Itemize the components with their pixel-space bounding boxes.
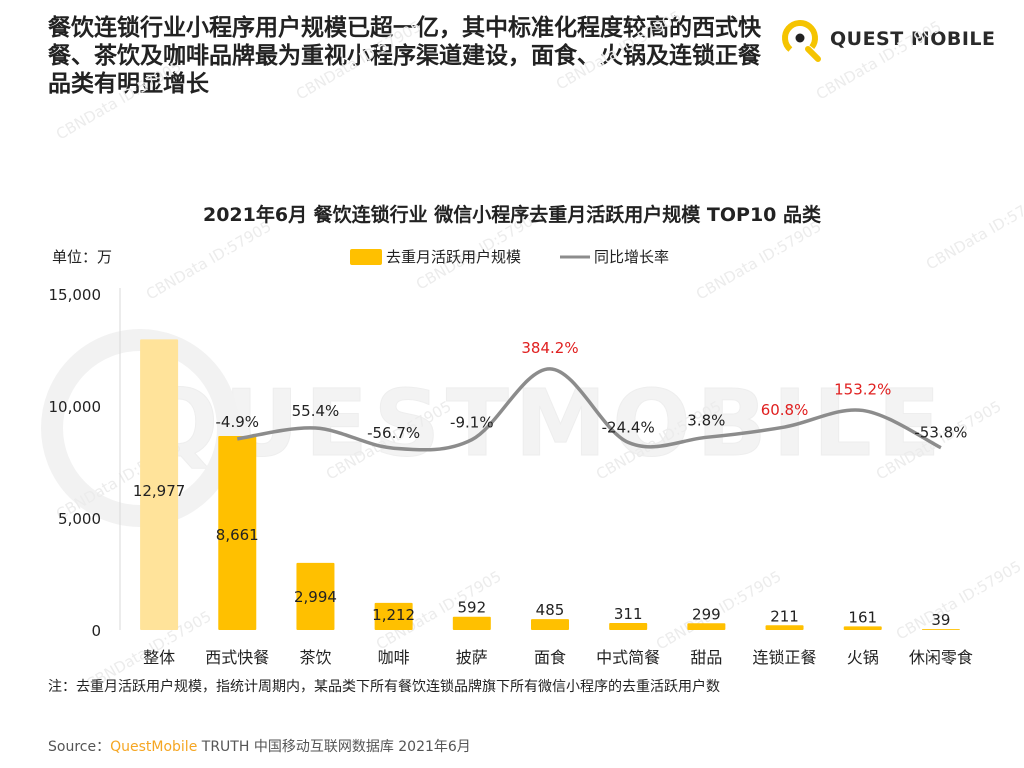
source-brand: QuestMobile	[110, 739, 198, 755]
bar	[765, 625, 804, 630]
growth-rate-label: 384.2%	[521, 339, 578, 357]
bar-value-label: 39	[931, 611, 950, 629]
growth-rate-label: 60.8%	[761, 401, 809, 419]
bar-value-label: 485	[536, 601, 565, 619]
watermark-ring	[41, 329, 239, 527]
growth-rate-label: -56.7%	[367, 424, 420, 442]
y-axis: 0 5,000 10,000 15,000	[49, 286, 121, 640]
growth-rate-label: -9.1%	[450, 414, 494, 432]
bar	[843, 626, 882, 630]
watermark-stamp: CBNData ID:57905	[553, 7, 684, 93]
x-tick-label: 连锁正餐	[753, 648, 817, 667]
logo-wordmark: QUEST MOBILE	[830, 28, 996, 50]
y-tick-label: 15,000	[49, 286, 102, 304]
growth-rate-label: -24.4%	[602, 418, 655, 436]
unit-label: 单位：万	[52, 248, 112, 266]
questmobile-logo: QUEST MOBILE	[778, 16, 995, 66]
bar	[218, 435, 257, 630]
legend-line-label: 同比增长率	[594, 248, 669, 266]
x-axis: 整体 西式快餐 茶饮 咖啡 披萨 面食 中式简餐 甜品 连锁正餐 火锅 休闲零食	[143, 648, 973, 667]
bar	[452, 616, 491, 630]
bar-value-label: 161	[848, 608, 877, 626]
growth-rate-label: -4.9%	[216, 413, 260, 431]
bar	[609, 623, 648, 630]
watermark-stamp: CBNData ID:57905	[693, 217, 824, 303]
x-tick-label: 西式快餐	[205, 648, 269, 667]
headline: 餐饮连锁行业小程序用户规模已超一亿，其中标准化程度较高的西式快餐、茶饮及咖啡品牌…	[48, 15, 761, 97]
bar-value-label: 592	[457, 599, 486, 617]
watermark-stamp: CBNData ID:57905	[293, 17, 424, 103]
growth-rate-label: 153.2%	[834, 380, 891, 398]
x-tick-label: 面食	[534, 648, 566, 667]
watermark-stamp: CBNData ID:57905	[53, 57, 184, 143]
growth-line-series: -4.9% 55.4% -56.7% -9.1% 384.2% -24.4% 3.8% 60.…	[216, 339, 967, 452]
legend: 去重月活跃用户规模 同比增长率	[350, 248, 669, 266]
questmobile-logo-icon	[782, 20, 821, 62]
growth-rate-label: 55.4%	[292, 402, 340, 420]
legend-bar-swatch	[350, 249, 382, 265]
watermark-stamp: CBNData ID:57905	[893, 557, 1024, 643]
growth-line	[237, 367, 942, 452]
footnote: 注：去重月活跃用户规模，指统计周期内，某品类下所有餐饮连锁品牌旗下所有微信小程序…	[48, 679, 720, 695]
y-tick-label: 0	[91, 622, 101, 640]
x-tick-label: 火锅	[847, 648, 879, 667]
watermark-stamp: CBNData ID:57905	[813, 17, 944, 103]
legend-bar-label: 去重月活跃用户规模	[386, 248, 521, 266]
bar	[140, 339, 179, 630]
y-tick-label: 5,000	[58, 510, 101, 528]
x-tick-label: 中式简餐	[596, 648, 660, 667]
bar	[921, 629, 960, 630]
watermark-stamp: CBNData ID:57905	[923, 187, 1024, 273]
x-tick-label: 甜品	[690, 648, 722, 667]
source-rest: TRUTH 中国移动互联网数据库 2021年6月	[197, 739, 471, 755]
source-line: Source：QuestMobile TRUTH 中国移动互联网数据库 2021…	[48, 736, 471, 756]
y-tick-label: 10,000	[49, 398, 102, 416]
bar	[531, 619, 569, 630]
growth-rate-label: 3.8%	[687, 411, 725, 429]
bar-value-label: 211	[770, 607, 799, 625]
watermark-wordmark: QUESTMOBILE	[140, 370, 946, 477]
bar-value-label: 299	[692, 605, 721, 623]
bar	[296, 562, 335, 630]
chart-title: 2021年6月 餐饮连锁行业 微信小程序去重月活跃用户规模 TOP10 品类	[203, 203, 821, 226]
x-tick-label: 整体	[143, 648, 175, 667]
x-tick-label: 披萨	[456, 648, 488, 667]
bar-value-label: 1,212	[372, 606, 415, 624]
bar-value-label: 311	[614, 605, 643, 623]
growth-rate-label: -53.8%	[914, 424, 967, 442]
bar-series: 12,977 8,661 2,994 1,212 592 485 311 299 211 161 3…	[133, 339, 960, 630]
x-tick-label: 咖啡	[378, 648, 410, 667]
source-prefix: Source：	[48, 739, 111, 755]
bar-value-label: 12,977	[133, 482, 186, 500]
bar-value-label: 2,994	[294, 588, 337, 606]
x-tick-label: 茶饮	[299, 648, 331, 667]
bar-value-label: 8,661	[216, 526, 259, 544]
x-tick-label: 休闲零食	[909, 648, 973, 667]
bar	[687, 623, 726, 630]
bar	[374, 602, 413, 630]
watermark-stamp: CBNData ID:57905	[143, 217, 274, 303]
